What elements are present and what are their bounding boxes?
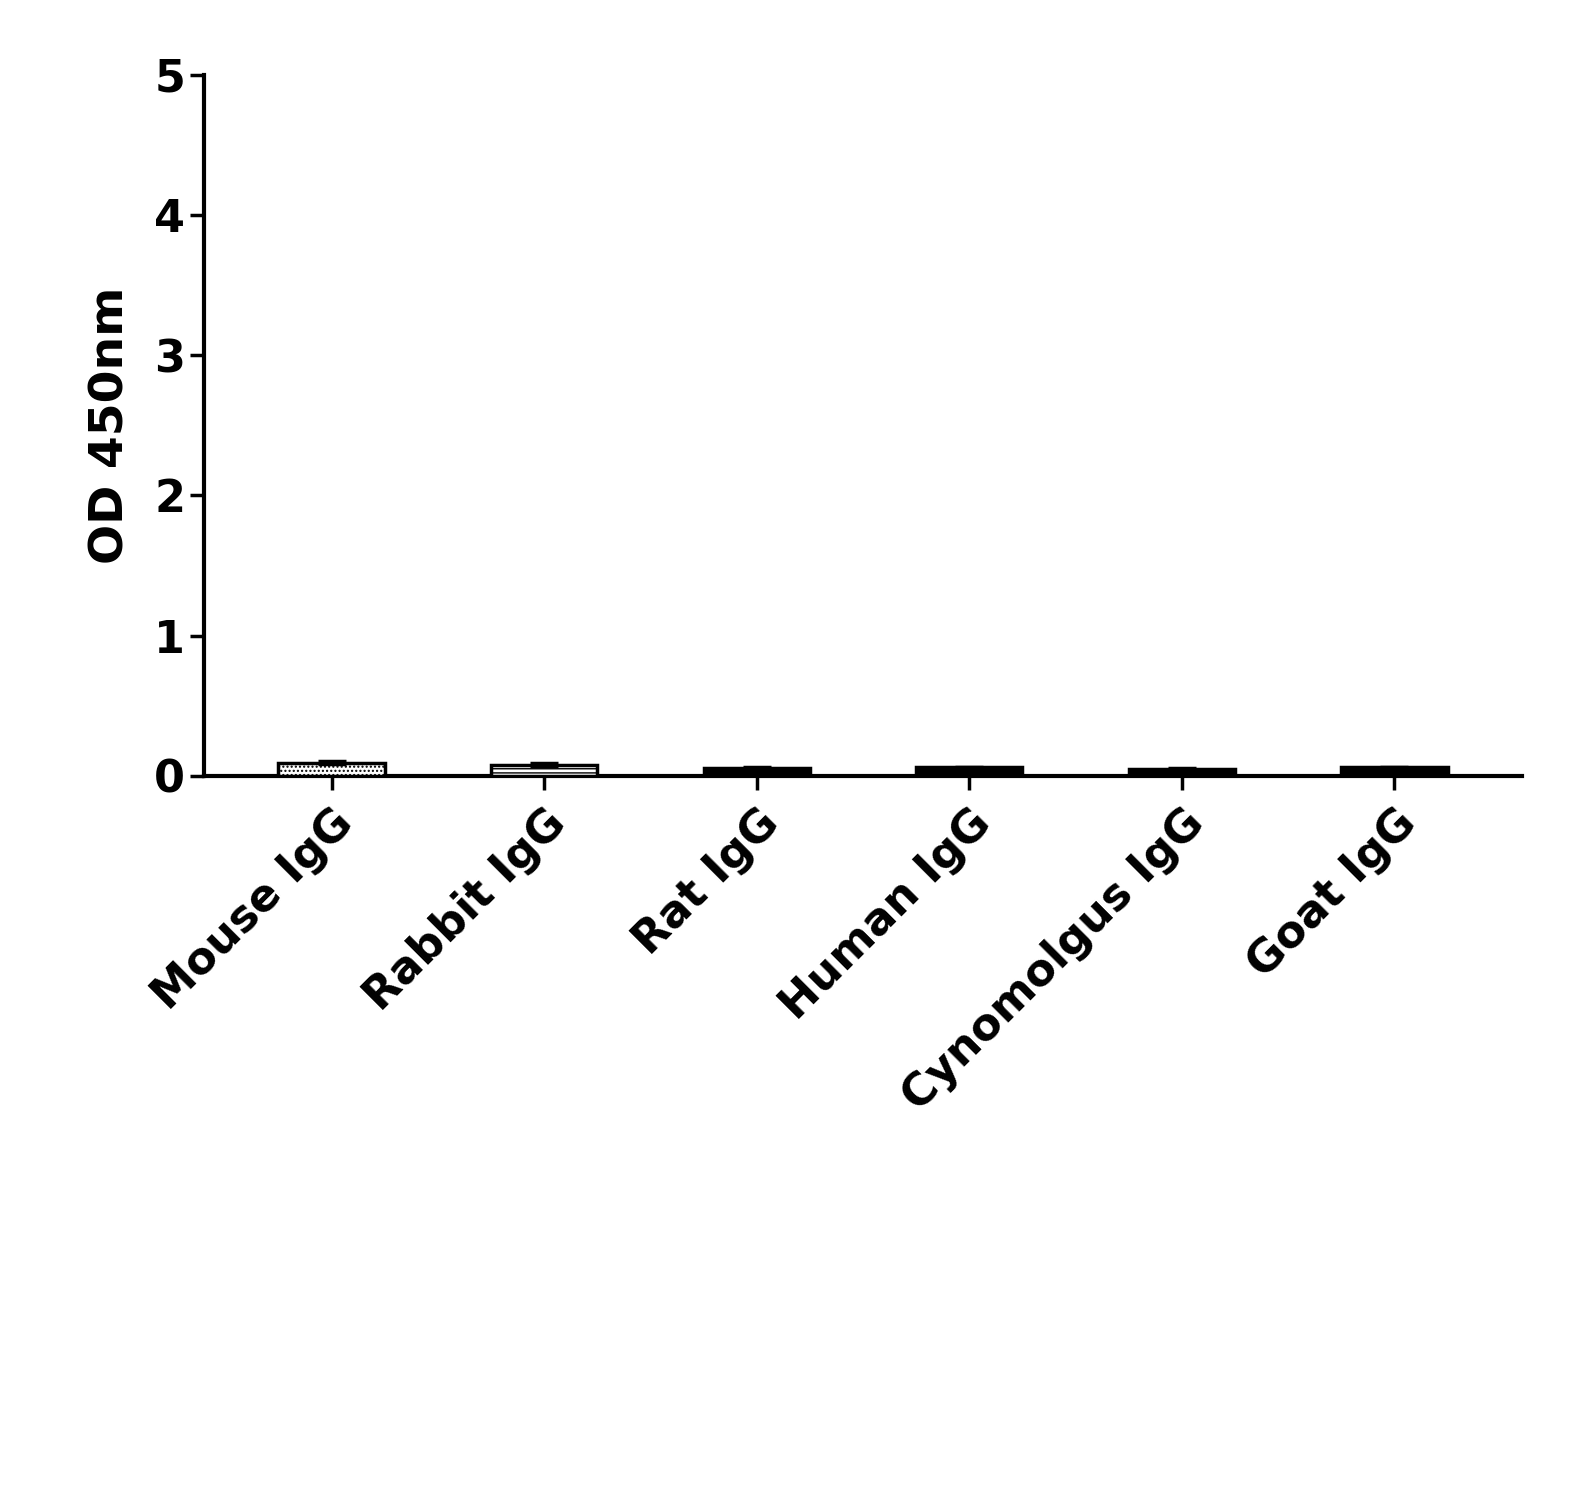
- Bar: [491, 764, 598, 776]
- Bar: [703, 768, 810, 776]
- Y-axis label: OD 450nm: OD 450nm: [88, 286, 133, 564]
- Bar: [1128, 768, 1235, 776]
- Bar: [916, 767, 1023, 776]
- Bar: [1341, 767, 1448, 776]
- Bar: [278, 762, 384, 776]
